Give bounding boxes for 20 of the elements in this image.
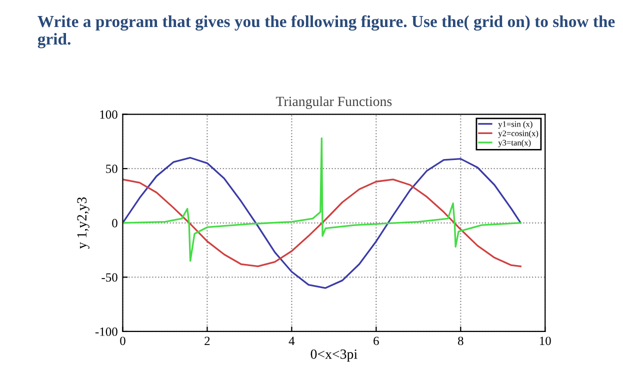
- text: Write a program that gives you the following figure. Use the( grid on) to show the grid.: [38, 15, 615, 48]
- line-series: [122, 156, 522, 289]
- x-axis-title: 0<x<3pi: [310, 349, 358, 362]
- y-tick-label: 100: [100, 110, 118, 119]
- x-tick-label: 0: [120, 336, 126, 346]
- legend-label: y3=tan(x): [498, 140, 531, 148]
- x-tick-label: 6: [374, 336, 379, 346]
- legend-label: y1=sin (x): [498, 121, 532, 129]
- x-tick-label: 8: [458, 336, 464, 346]
- y-axis-title: y 1,y2,y3: [77, 197, 90, 249]
- line-series: [122, 178, 522, 268]
- x-tick-label: 4: [288, 336, 295, 346]
- y-tick-label: -50: [102, 273, 118, 282]
- x-tick-label: 10: [540, 336, 551, 346]
- legend-label: y2=cosin(x): [498, 130, 538, 138]
- y-tick-label: 50: [106, 164, 118, 174]
- chart-title: Triangular Functions: [276, 96, 392, 109]
- x-tick-label: 2: [204, 336, 210, 346]
- y-tick-label: -100: [95, 327, 118, 336]
- y-tick-label: 0: [112, 218, 118, 228]
